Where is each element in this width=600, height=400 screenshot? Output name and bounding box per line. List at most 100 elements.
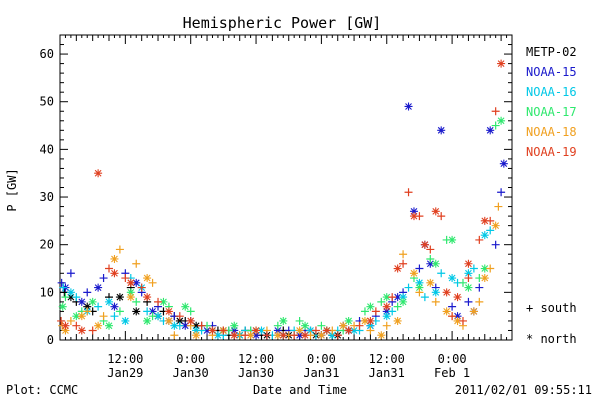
north-point	[213, 331, 222, 340]
x-axis: 12:00Jan290:00Jan3012:00Jan300:00Jan3112…	[59, 35, 513, 380]
north-point	[159, 297, 168, 306]
north-point	[77, 297, 86, 306]
north-point	[328, 331, 337, 340]
south-point	[458, 316, 467, 325]
north-point	[306, 326, 315, 335]
north-point	[77, 312, 86, 321]
south-point	[61, 293, 70, 302]
north-point	[110, 302, 119, 311]
chart-title: Hemispheric Power [GW]	[183, 14, 382, 32]
south-point	[295, 316, 304, 325]
north-point	[431, 207, 440, 216]
north-point	[464, 269, 473, 278]
north-point	[382, 312, 391, 321]
x-tick-label: 0:00	[438, 352, 467, 366]
x-axis-label: Date and Time	[253, 383, 347, 397]
x-tick-label: 12:00	[369, 352, 405, 366]
x-tick-label: 0:00	[307, 352, 336, 366]
north-point	[88, 297, 97, 306]
south-point	[59, 283, 68, 292]
south-point	[388, 293, 397, 302]
south-point	[458, 278, 467, 287]
south-point	[170, 331, 179, 340]
north-point	[257, 326, 266, 335]
south-point	[382, 321, 391, 330]
north-point	[192, 321, 201, 330]
south-point	[426, 245, 435, 254]
north-point	[360, 316, 369, 325]
south-point	[431, 297, 440, 306]
north-point	[143, 274, 152, 283]
south-point	[437, 212, 446, 221]
north-point	[295, 331, 304, 340]
north-point	[273, 331, 282, 340]
y-tick-label: 10	[40, 285, 54, 299]
north-point	[437, 126, 446, 135]
north-point	[499, 159, 508, 168]
south-point	[377, 297, 386, 306]
legend-series-label: METP-02	[526, 45, 577, 59]
north-point	[143, 316, 152, 325]
south-point	[132, 259, 141, 268]
north-point	[322, 326, 331, 335]
south-point	[491, 107, 500, 116]
south-point	[491, 240, 500, 249]
north-point	[181, 302, 190, 311]
legend-series-label: NOAA-18	[526, 125, 577, 139]
south-point	[148, 312, 157, 321]
north-point	[126, 293, 135, 302]
north-point	[448, 274, 457, 283]
north-point	[382, 293, 391, 302]
south-point	[154, 297, 163, 306]
north-point	[61, 321, 70, 330]
north-point	[497, 116, 506, 125]
south-point	[121, 274, 130, 283]
south-point	[137, 283, 146, 292]
south-point	[273, 321, 282, 330]
north-point	[415, 278, 424, 287]
north-point	[409, 212, 418, 221]
north-point	[415, 283, 424, 292]
north-point	[77, 326, 86, 335]
north-point	[486, 126, 495, 135]
north-point	[105, 321, 114, 330]
south-point	[399, 259, 408, 268]
legend-south-marker: + south	[526, 301, 577, 315]
south-point	[448, 312, 457, 321]
north-point	[366, 321, 375, 330]
north-point	[154, 312, 163, 321]
north-point	[453, 312, 462, 321]
north-point	[164, 316, 173, 325]
y-tick-label: 40	[40, 142, 54, 156]
x-tick-label: 12:00	[107, 352, 143, 366]
north-point	[110, 254, 119, 263]
north-point	[72, 312, 81, 321]
north-point	[382, 307, 391, 316]
north-point	[279, 331, 288, 340]
legend-north-marker: * north	[526, 332, 577, 346]
north-point	[126, 278, 135, 287]
north-point	[192, 331, 201, 340]
south-point	[393, 302, 402, 311]
plot-credit: Plot: CCMC	[6, 383, 78, 397]
north-point	[132, 278, 141, 287]
south-point	[388, 307, 397, 316]
north-point	[181, 321, 190, 330]
north-point	[186, 316, 195, 325]
south-point	[83, 288, 92, 297]
south-point	[491, 121, 500, 130]
north-point	[175, 316, 184, 325]
north-point	[399, 297, 408, 306]
south-point	[115, 245, 124, 254]
x-tick-date-label: Jan30	[173, 366, 209, 380]
south-point	[83, 307, 92, 316]
north-point	[420, 240, 429, 249]
south-point	[360, 307, 369, 316]
plot-timestamp: 2011/02/01 09:55:11	[455, 383, 592, 397]
north-point	[453, 293, 462, 302]
south-point	[366, 326, 375, 335]
south-point	[143, 307, 152, 316]
north-point	[480, 274, 489, 283]
north-point	[431, 259, 440, 268]
south-point	[115, 307, 124, 316]
